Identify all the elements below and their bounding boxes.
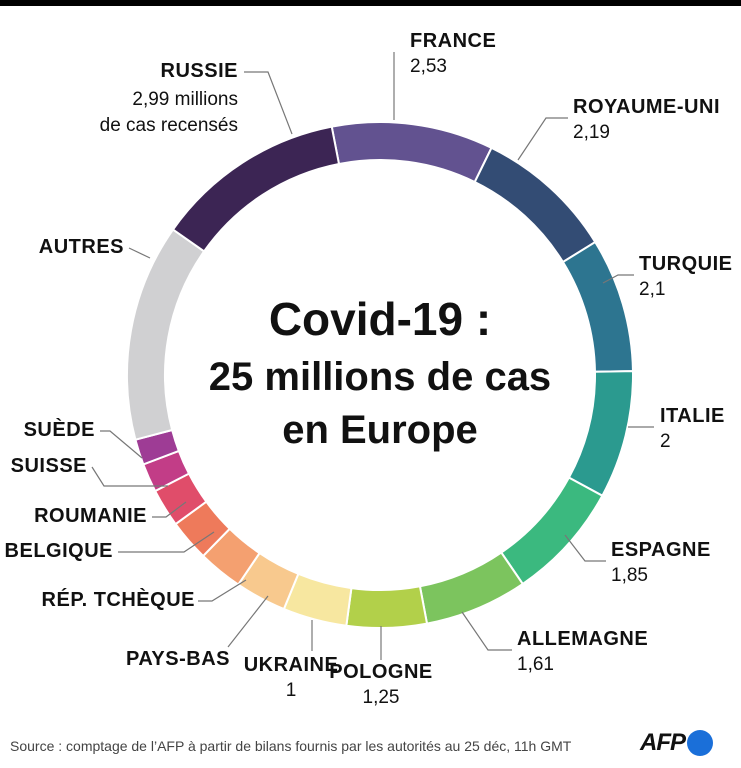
slice-italie (567, 370, 634, 498)
top-border (0, 0, 741, 6)
value-italie: 2 (660, 431, 671, 452)
leader-belgique (118, 531, 215, 553)
label-russie: RUSSIE (161, 60, 238, 82)
leader-lines (91, 52, 654, 660)
title-line-3: en Europe (282, 408, 478, 452)
label-pologne: POLOGNE (329, 661, 433, 683)
slice-france (330, 121, 493, 184)
source-note: Source : comptage de l’AFP à partir de b… (10, 738, 572, 754)
slice-royaume-uni (473, 146, 597, 264)
label-suisse: SUISSE (11, 455, 87, 477)
label-allemagne: ALLEMAGNE (517, 628, 648, 650)
title-line-1: Covid-19 : (269, 293, 491, 345)
value-royaume-uni: 2,19 (573, 122, 610, 143)
leader-suede (100, 430, 143, 459)
slice-autres (126, 228, 206, 441)
leader-turquie (602, 274, 634, 284)
label-belgique: BELGIQUE (5, 540, 113, 562)
slice-allemagne (418, 551, 525, 625)
label-autres: AUTRES (39, 236, 124, 258)
leader-royaume-uni (517, 117, 568, 161)
leader-rep-tcheque (198, 579, 247, 602)
donut-slices (126, 121, 634, 629)
leader-pays-bas (227, 595, 269, 648)
label-pays-bas: PAYS-BAS (126, 648, 230, 670)
label-rep-tcheque: RÉP. TCHÈQUE (42, 588, 195, 611)
value-turquie: 2,1 (639, 279, 665, 300)
value-pologne: 1,25 (363, 687, 400, 708)
afp-logo: AFP (640, 728, 713, 758)
value-espagne: 1,85 (611, 565, 648, 586)
leader-autres (128, 247, 151, 259)
slice-turquie (561, 240, 634, 373)
slice-russie (171, 125, 341, 253)
label-royaume-uni: ROYAUME-UNI (573, 96, 720, 118)
leader-suisse (91, 466, 168, 487)
afp-logo-dot (687, 730, 713, 756)
leader-russie (244, 71, 293, 135)
value-france: 2,53 (410, 56, 447, 77)
label-ukraine: UKRAINE (244, 654, 339, 676)
label-roumanie: ROUMANIE (34, 505, 147, 527)
value-allemagne: 1,61 (517, 654, 554, 675)
donut-chart: FRANCE 2,53 ROYAUME-UNI 2,19 TURQUIE 2,1 ITALI… (5, 30, 733, 708)
unit-note: de cas recensés (100, 115, 238, 136)
slice-pologne (345, 585, 429, 629)
afp-logo-text: AFP (640, 729, 686, 756)
leader-roumanie (152, 501, 187, 518)
value-ukraine: 1 (286, 680, 297, 701)
label-turquie: TURQUIE (639, 253, 733, 275)
value-russie: 2,99 millions (132, 89, 238, 110)
leader-espagne (564, 534, 606, 562)
label-italie: ITALIE (660, 405, 725, 427)
leader-allemagne (461, 611, 512, 651)
label-france: FRANCE (410, 30, 496, 52)
slice-labels: FRANCE 2,53 ROYAUME-UNI 2,19 TURQUIE 2,1 ITALI… (5, 30, 733, 708)
title-line-2: 25 millions de cas (209, 355, 551, 399)
center-title: Covid-19 : 25 millions de cas en Europe (209, 293, 551, 452)
label-espagne: ESPAGNE (611, 539, 711, 561)
label-suede: SUÈDE (24, 418, 95, 441)
slice-espagne (499, 476, 604, 586)
